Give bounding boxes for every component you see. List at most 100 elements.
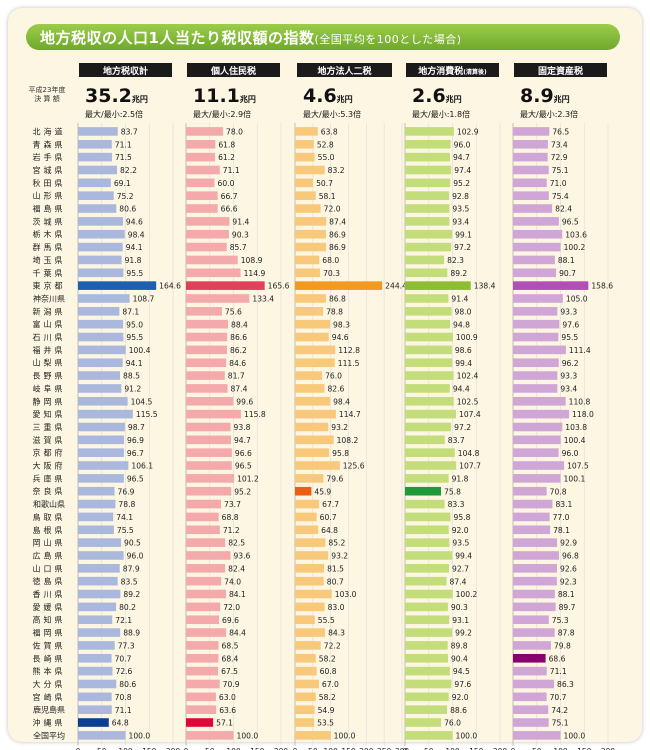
bar xyxy=(186,564,226,573)
series-total: 11.1兆円 xyxy=(193,85,256,107)
bar xyxy=(78,345,126,355)
bar xyxy=(78,615,113,625)
data-label: 102.4 xyxy=(457,372,479,381)
data-label: 99.6 xyxy=(236,397,253,406)
tick-label: 50 xyxy=(205,747,215,750)
bar xyxy=(186,474,235,483)
bar xyxy=(78,191,114,200)
series-total: 35.2兆円 xyxy=(85,85,148,107)
bar xyxy=(513,191,549,200)
bar xyxy=(405,602,448,612)
tick-label: 0 xyxy=(403,747,408,750)
bar xyxy=(186,589,226,599)
bar xyxy=(78,705,112,714)
bar xyxy=(405,281,471,290)
bar xyxy=(405,551,453,560)
data-label: 95.5 xyxy=(126,269,143,278)
bar xyxy=(513,178,547,188)
series-ratio: 最大/最小:1.8倍 xyxy=(412,109,470,119)
bar xyxy=(405,564,450,573)
bar xyxy=(78,281,157,290)
category-label: 石川県 xyxy=(33,333,66,342)
bar xyxy=(186,204,218,213)
bar xyxy=(513,217,559,226)
data-label: 90.5 xyxy=(124,539,141,548)
bar xyxy=(78,268,124,278)
data-label: 93.5 xyxy=(452,539,469,548)
bar xyxy=(513,435,561,445)
bar xyxy=(513,499,553,509)
bar xyxy=(186,409,242,419)
series-header-bg xyxy=(79,63,172,77)
bar xyxy=(186,165,220,175)
category-label: 岡山県 xyxy=(33,538,66,548)
bar xyxy=(405,204,450,213)
bar xyxy=(186,281,265,290)
bar xyxy=(405,499,445,509)
data-label: 91.8 xyxy=(125,256,142,265)
data-label: 66.7 xyxy=(221,192,238,201)
bar xyxy=(186,705,217,714)
bar xyxy=(513,628,555,637)
bar xyxy=(295,384,325,393)
data-label: 74.2 xyxy=(551,706,568,715)
category-label: 愛媛県 xyxy=(33,602,66,612)
bar xyxy=(513,666,547,676)
data-label: 98.4 xyxy=(333,397,350,406)
data-label: 88.4 xyxy=(231,320,248,329)
data-label: 92.0 xyxy=(452,693,469,702)
data-label: 107.5 xyxy=(567,462,589,471)
category-label: 高知県 xyxy=(33,615,66,625)
category-label: 山梨県 xyxy=(33,358,66,368)
data-label: 72.9 xyxy=(551,153,568,162)
data-label: 97.6 xyxy=(562,320,579,329)
bar xyxy=(186,538,226,547)
data-label: 84.3 xyxy=(328,629,345,638)
data-label: 55.5 xyxy=(318,616,335,625)
bar xyxy=(295,602,325,612)
bar xyxy=(295,474,324,483)
tick-label: 200 xyxy=(601,747,616,750)
bar xyxy=(78,718,109,727)
data-label: 92.0 xyxy=(452,526,469,535)
data-label: 83.3 xyxy=(448,500,465,509)
category-label: 長崎県 xyxy=(33,653,66,663)
bar xyxy=(295,396,331,406)
data-label: 100.0 xyxy=(129,731,151,740)
bar xyxy=(186,242,227,252)
bar xyxy=(295,165,325,175)
bar xyxy=(78,486,115,496)
tick-label: 150 xyxy=(577,747,592,750)
category-label: 山口県 xyxy=(33,563,66,573)
bar xyxy=(186,345,227,355)
bar xyxy=(186,602,221,612)
data-label: 74.1 xyxy=(116,513,133,522)
data-label: 87.9 xyxy=(123,564,140,573)
data-label: 94.1 xyxy=(126,243,143,252)
data-label: 57.1 xyxy=(216,719,233,728)
data-label: 89.8 xyxy=(451,642,468,651)
bar xyxy=(295,718,315,727)
data-label: 91.8 xyxy=(452,474,469,483)
data-label: 64.8 xyxy=(112,719,129,728)
data-label: 75.6 xyxy=(225,307,242,316)
bar xyxy=(186,358,227,368)
data-label: 71.2 xyxy=(223,526,240,535)
bar xyxy=(78,602,117,612)
bar xyxy=(513,525,551,535)
data-label: 92.3 xyxy=(560,577,577,586)
category-label: 奈良県 xyxy=(33,486,66,496)
bar xyxy=(513,384,558,393)
bar xyxy=(186,178,215,188)
bar xyxy=(405,307,452,316)
data-label: 97.6 xyxy=(454,680,471,689)
category-label: 長野県 xyxy=(33,372,66,381)
bar xyxy=(513,422,563,432)
data-label: 133.4 xyxy=(252,295,274,304)
data-label: 82.4 xyxy=(228,564,245,573)
bar xyxy=(513,255,555,265)
bar xyxy=(78,435,125,445)
bar xyxy=(186,191,218,200)
data-label: 75.4 xyxy=(552,192,569,201)
data-label: 78.8 xyxy=(118,500,135,509)
